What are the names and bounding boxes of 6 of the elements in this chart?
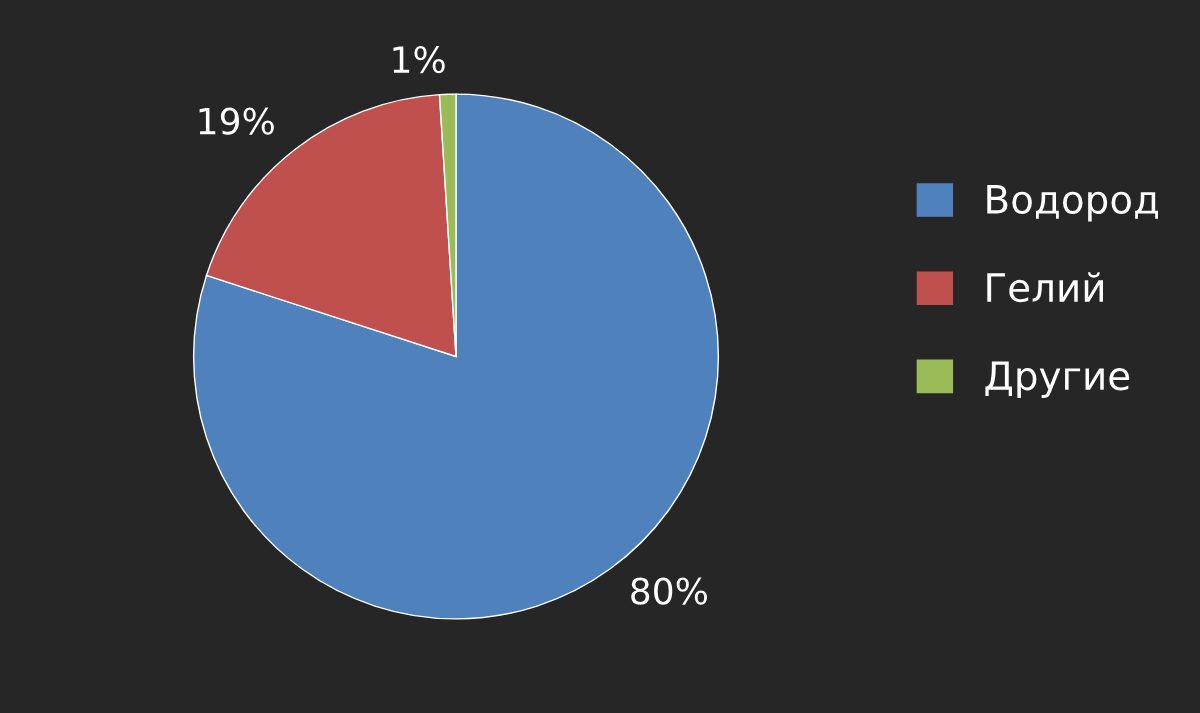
legend-label: Другие (985, 361, 1130, 398)
legend-label: Водород (987, 185, 1158, 222)
data-label: 19% (199, 107, 274, 135)
data-label: 1% (393, 45, 445, 74)
legend-label: Гелий (987, 272, 1103, 303)
data-label: 80% (631, 577, 707, 605)
